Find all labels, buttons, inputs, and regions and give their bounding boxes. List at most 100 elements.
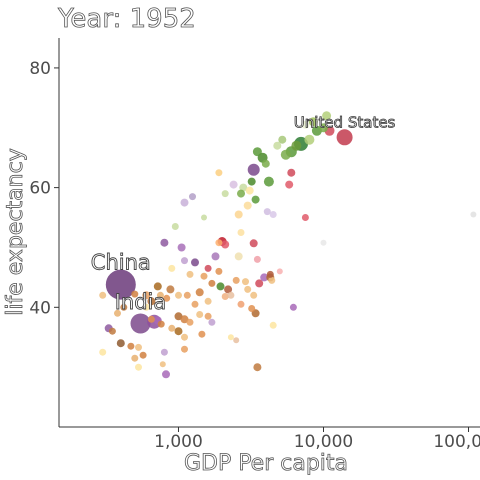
data-point xyxy=(268,276,276,284)
data-point xyxy=(255,279,264,288)
data-point xyxy=(244,285,252,293)
data-point xyxy=(250,291,258,299)
data-point xyxy=(208,318,216,326)
data-point xyxy=(221,293,229,300)
data-point xyxy=(175,291,182,299)
data-point xyxy=(131,354,139,362)
data-point xyxy=(163,294,171,302)
data-point xyxy=(191,300,199,308)
y-tick-label: 80 xyxy=(29,59,51,79)
data-point xyxy=(208,279,216,287)
data-point xyxy=(308,117,318,127)
data-point xyxy=(114,309,121,317)
data-point xyxy=(156,291,164,299)
data-point xyxy=(234,252,243,261)
data-point xyxy=(174,312,183,321)
data-point xyxy=(263,176,274,187)
data-point xyxy=(234,210,243,219)
data-point xyxy=(108,327,116,335)
data-point xyxy=(245,186,254,195)
data-point xyxy=(200,272,208,280)
data-point xyxy=(168,264,176,272)
data-point xyxy=(166,285,175,294)
data-point xyxy=(204,312,212,320)
data-point xyxy=(322,111,332,121)
chart-title: Year: 1952 xyxy=(57,4,196,34)
data-point xyxy=(243,201,252,210)
data-point xyxy=(181,333,188,341)
x-axis-title: GDP Per capita xyxy=(184,451,348,476)
data-point xyxy=(204,264,212,272)
data-point xyxy=(224,285,233,294)
data-point xyxy=(242,278,249,286)
data-point xyxy=(287,168,296,177)
data-point xyxy=(153,282,162,291)
data-point xyxy=(147,297,156,306)
data-point xyxy=(253,363,262,372)
data-point xyxy=(105,269,136,300)
data-point xyxy=(280,149,291,160)
ticks-layer: 1,000 10,000 100,000 40 60 80 xyxy=(29,59,480,452)
data-point xyxy=(201,214,207,221)
y-tick-label: 60 xyxy=(29,179,51,199)
data-point xyxy=(215,239,223,247)
data-point xyxy=(99,348,107,356)
data-point xyxy=(162,370,170,379)
data-point xyxy=(174,327,183,336)
data-point xyxy=(120,303,128,311)
data-point xyxy=(139,351,147,359)
data-point xyxy=(232,276,240,284)
data-point xyxy=(127,342,135,350)
data-point xyxy=(142,303,150,311)
data-point xyxy=(216,282,225,291)
data-point xyxy=(186,318,194,326)
data-point xyxy=(291,140,302,151)
data-point xyxy=(252,147,262,157)
data-point xyxy=(135,343,142,351)
x-tick-label: 1,000 xyxy=(154,432,203,452)
data-point xyxy=(278,135,287,144)
data-point xyxy=(227,291,235,299)
annotation-layer: China India United States xyxy=(90,113,396,314)
data-point xyxy=(320,239,327,246)
data-point xyxy=(269,211,277,218)
data-point xyxy=(160,238,169,247)
data-point xyxy=(196,311,204,318)
data-point xyxy=(269,321,277,329)
data-point xyxy=(276,268,283,275)
data-point xyxy=(253,255,261,263)
data-point xyxy=(221,240,230,249)
data-point xyxy=(273,141,282,150)
data-point xyxy=(189,193,196,201)
data-point xyxy=(301,120,310,129)
data-point xyxy=(263,208,271,216)
data-point xyxy=(157,320,165,328)
data-point xyxy=(180,315,189,324)
x-tick-label: 100,000 xyxy=(433,432,480,452)
data-point xyxy=(186,270,194,278)
data-point xyxy=(237,189,245,198)
data-point xyxy=(211,252,220,261)
annotation-label: China xyxy=(91,250,151,274)
data-point xyxy=(239,183,248,192)
data-point xyxy=(336,129,353,146)
data-point xyxy=(237,229,245,236)
data-point xyxy=(285,180,294,189)
data-point xyxy=(171,223,179,230)
data-point xyxy=(191,258,199,267)
data-point xyxy=(116,339,125,348)
data-point xyxy=(215,169,223,177)
data-point xyxy=(237,300,245,308)
data-point xyxy=(227,334,234,341)
data-point xyxy=(130,313,151,334)
data-point xyxy=(215,267,223,275)
data-point xyxy=(160,348,168,356)
y-axis-title: life expectancy xyxy=(3,148,28,315)
x-tick-label: 10,000 xyxy=(294,432,353,452)
data-point xyxy=(261,159,270,168)
data-point xyxy=(180,198,189,207)
data-point xyxy=(304,134,315,145)
data-point xyxy=(470,211,477,218)
data-point xyxy=(251,195,260,204)
